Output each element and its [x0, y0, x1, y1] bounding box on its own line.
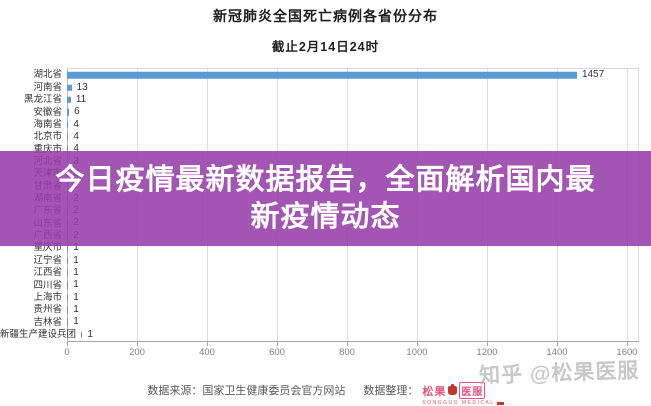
category-label: 贵州省	[33, 304, 62, 316]
x-tick-label: 600	[269, 347, 285, 358]
category-label: 四川省	[33, 279, 62, 291]
chart-row: 河南省 13	[0, 81, 651, 93]
banner-text-line1: 今日疫情最新数据报告，全面解析国内最	[55, 163, 596, 196]
chart-row: 重庆市 1	[0, 242, 651, 254]
x-axis-line	[67, 341, 639, 342]
category-label: 安徽省	[33, 106, 62, 118]
x-tick-label: 1200	[476, 347, 498, 358]
axis-tickmark	[347, 342, 348, 346]
bar	[67, 109, 70, 116]
x-tick-label: 200	[129, 347, 145, 358]
value-label: 1	[73, 279, 79, 291]
pinecone-icon	[448, 384, 458, 395]
value-label: 1	[73, 304, 79, 315]
chart-row: 吉林省 1	[0, 316, 651, 328]
plot-top-border	[67, 68, 639, 69]
category-label: 黑龙江省	[23, 94, 62, 106]
category-label: 河南省	[33, 81, 62, 93]
chart-row: 北京市 4	[0, 131, 651, 143]
x-tick-label: 400	[199, 347, 215, 358]
category-label: 湖北省	[33, 69, 62, 81]
category-label: 辽宁省	[33, 254, 62, 266]
bar	[81, 331, 83, 338]
value-label: 4	[73, 130, 79, 142]
value-label: 1	[73, 316, 79, 328]
chart-row: 湖北省 1457	[0, 69, 651, 81]
logo-text-part1: 松果	[422, 385, 447, 398]
value-label: 6	[74, 106, 80, 118]
banner-text-line2: 新疫情动态	[250, 200, 401, 233]
x-tick-label: 0	[64, 347, 70, 358]
value-label: 1	[87, 328, 93, 340]
chart-row: 黑龙江省 11	[0, 94, 651, 106]
bar	[67, 121, 69, 128]
x-tick-label: 1600	[616, 347, 638, 358]
data-editor-text: 数据整理：	[363, 385, 419, 397]
axis-tickmark	[277, 342, 278, 346]
bar	[67, 244, 69, 252]
bar	[67, 96, 71, 104]
value-label: 1	[73, 242, 79, 254]
value-label: 11	[75, 93, 87, 105]
bar	[67, 294, 69, 301]
logo-red-block	[496, 401, 504, 405]
bar	[67, 71, 577, 79]
bar	[67, 133, 69, 141]
bar	[67, 146, 69, 153]
x-tick-label: 1400	[546, 347, 568, 358]
bar	[67, 257, 69, 264]
chart-row: 安徽省 6	[0, 106, 651, 118]
bar	[67, 319, 69, 326]
chart-row: 贵州省 1	[0, 304, 651, 316]
chart-row: 海南省 4	[0, 118, 651, 130]
chart-row: 辽宁省 1	[0, 254, 651, 266]
category-label: 北京市	[33, 131, 62, 143]
chart-title: 新冠肺炎全国死亡病例各省份分布	[213, 8, 438, 24]
category-label: 上海市	[33, 291, 62, 303]
value-label: 1457	[581, 69, 605, 81]
bar	[67, 306, 69, 314]
category-label: 新疆生产建设兵团	[0, 328, 77, 340]
category-label: 海南省	[33, 118, 62, 130]
value-label: 13	[76, 81, 88, 93]
x-axis-labels: 0 200 400 600 800 1000 1200 1400 1600	[0, 347, 651, 361]
chart-subtitle: 截止2月14日24时	[271, 40, 380, 54]
value-label: 1	[73, 254, 79, 266]
data-source-text: 数据来源：国家卫生健康委员会官方网站	[147, 385, 346, 397]
bar	[67, 269, 69, 277]
promo-banner-overlay: 今日疫情最新数据报告，全面解析国内最 新疫情动态	[0, 151, 651, 246]
category-label: 重庆市	[33, 242, 62, 254]
axis-tickmark	[487, 342, 488, 346]
axis-tickmark	[137, 342, 138, 346]
zhihu-watermark: 知乎 @松果医服	[478, 359, 640, 388]
chart-row: 重庆市 4	[0, 143, 651, 155]
chart-row: 新疆生产建设兵团 1	[0, 329, 651, 341]
bar	[67, 282, 69, 289]
axis-tickmark	[67, 342, 68, 346]
logo-text-part2: 医服	[459, 382, 486, 399]
axis-tickmark	[417, 342, 418, 346]
axis-tickmark	[557, 342, 558, 346]
chart-row: 四川省 1	[0, 279, 651, 291]
category-label: 江西省	[33, 267, 62, 279]
value-label: 4	[73, 118, 79, 130]
bar	[67, 84, 72, 91]
logo-subtext: SONGGUO MEDICAL	[422, 400, 495, 406]
value-label: 1	[73, 266, 79, 278]
x-tick-label: 800	[339, 347, 355, 358]
category-label: 重庆市	[33, 143, 62, 155]
axis-tickmark	[207, 342, 208, 346]
chart-row: 江西省 1	[0, 267, 651, 279]
axis-tickmark	[627, 342, 628, 346]
x-tick-label: 1000	[406, 347, 428, 358]
value-label: 4	[73, 143, 79, 155]
category-label: 吉林省	[33, 316, 62, 328]
value-label: 1	[73, 291, 79, 303]
chart-row: 上海市 1	[0, 291, 651, 303]
